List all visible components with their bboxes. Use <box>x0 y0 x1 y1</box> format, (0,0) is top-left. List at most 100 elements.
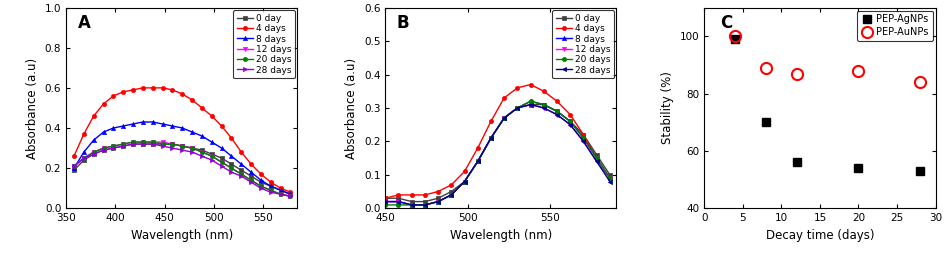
12 days <box>577 140 588 143</box>
20 days <box>78 156 90 160</box>
8 days <box>472 160 483 163</box>
8 days <box>577 137 588 140</box>
28 days <box>235 175 246 178</box>
20 days <box>485 137 497 140</box>
Line: 0 day: 0 day <box>72 142 293 196</box>
28 days <box>459 180 470 183</box>
Line: 8 days: 8 days <box>72 120 293 196</box>
4 days <box>226 137 237 140</box>
0 day <box>117 145 128 148</box>
8 days <box>265 185 277 188</box>
4 days <box>255 173 266 176</box>
12 days <box>265 189 277 192</box>
4 days <box>68 155 79 158</box>
28 days <box>284 195 295 198</box>
8 days <box>537 103 548 106</box>
4 days <box>127 88 139 91</box>
4 days <box>265 181 277 184</box>
12 days <box>432 200 444 203</box>
0 day <box>432 197 444 200</box>
0 day <box>226 163 237 166</box>
Y-axis label: Absorbance (a.u): Absorbance (a.u) <box>345 57 358 158</box>
20 days <box>275 193 286 196</box>
12 days <box>196 151 208 154</box>
20 days <box>108 145 119 148</box>
4 days <box>564 113 575 116</box>
0 day <box>98 149 110 152</box>
4 days <box>216 124 228 128</box>
20 days <box>196 151 208 154</box>
0 day <box>137 142 148 146</box>
12 days <box>511 106 522 109</box>
12 days <box>459 180 470 183</box>
8 days <box>564 120 575 123</box>
12 days <box>166 142 177 146</box>
4 days <box>196 106 208 109</box>
4 days <box>603 177 615 180</box>
12 days <box>226 167 237 170</box>
Line: 20 days: 20 days <box>382 99 612 207</box>
0 day <box>379 197 391 200</box>
PEP-AgNPs <box>914 169 925 172</box>
28 days <box>497 116 509 120</box>
28 days <box>406 203 417 207</box>
28 days <box>393 200 404 203</box>
28 days <box>537 106 548 109</box>
PEP-AuNPs <box>760 66 771 69</box>
20 days <box>511 106 522 109</box>
0 day <box>157 142 168 146</box>
0 day <box>196 149 208 152</box>
8 days <box>108 126 119 130</box>
Legend: 0 day, 4 days, 8 days, 12 days, 20 days, 28 days: 0 day, 4 days, 8 days, 12 days, 20 days,… <box>551 10 613 78</box>
20 days <box>245 179 257 182</box>
Line: 28 days: 28 days <box>382 103 612 207</box>
20 days <box>564 120 575 123</box>
8 days <box>459 180 470 183</box>
20 days <box>88 151 99 154</box>
12 days <box>108 145 119 148</box>
Legend: 0 day, 4 days, 8 days, 12 days, 20 days, 28 days: 0 day, 4 days, 8 days, 12 days, 20 days,… <box>233 10 295 78</box>
8 days <box>485 137 497 140</box>
12 days <box>127 140 139 144</box>
20 days <box>235 173 246 176</box>
28 days <box>68 165 79 168</box>
28 days <box>157 145 168 148</box>
0 day <box>166 142 177 146</box>
12 days <box>564 123 575 126</box>
0 day <box>255 181 266 184</box>
Line: PEP-AgNPs: PEP-AgNPs <box>731 35 923 175</box>
20 days <box>137 140 148 144</box>
12 days <box>419 203 430 207</box>
4 days <box>432 190 444 193</box>
0 day <box>524 103 535 106</box>
8 days <box>550 110 562 113</box>
28 days <box>245 181 257 184</box>
20 days <box>406 203 417 207</box>
20 days <box>157 142 168 146</box>
4 days <box>284 191 295 194</box>
4 days <box>88 115 99 118</box>
Line: 12 days: 12 days <box>382 103 612 207</box>
0 day <box>446 190 457 193</box>
8 days <box>68 167 79 170</box>
4 days <box>446 183 457 186</box>
4 days <box>537 90 548 93</box>
28 days <box>137 142 148 146</box>
20 days <box>284 195 295 198</box>
4 days <box>419 193 430 196</box>
PEP-AuNPs <box>851 69 863 72</box>
8 days <box>603 177 615 180</box>
Line: 0 day: 0 day <box>382 103 612 204</box>
Line: 12 days: 12 days <box>72 140 293 198</box>
12 days <box>177 145 188 148</box>
Line: 8 days: 8 days <box>382 99 612 207</box>
12 days <box>537 106 548 109</box>
8 days <box>432 200 444 203</box>
0 day <box>108 147 119 150</box>
0 day <box>485 137 497 140</box>
8 days <box>255 179 266 182</box>
4 days <box>98 102 110 105</box>
0 day <box>537 103 548 106</box>
12 days <box>485 137 497 140</box>
0 day <box>590 153 601 156</box>
